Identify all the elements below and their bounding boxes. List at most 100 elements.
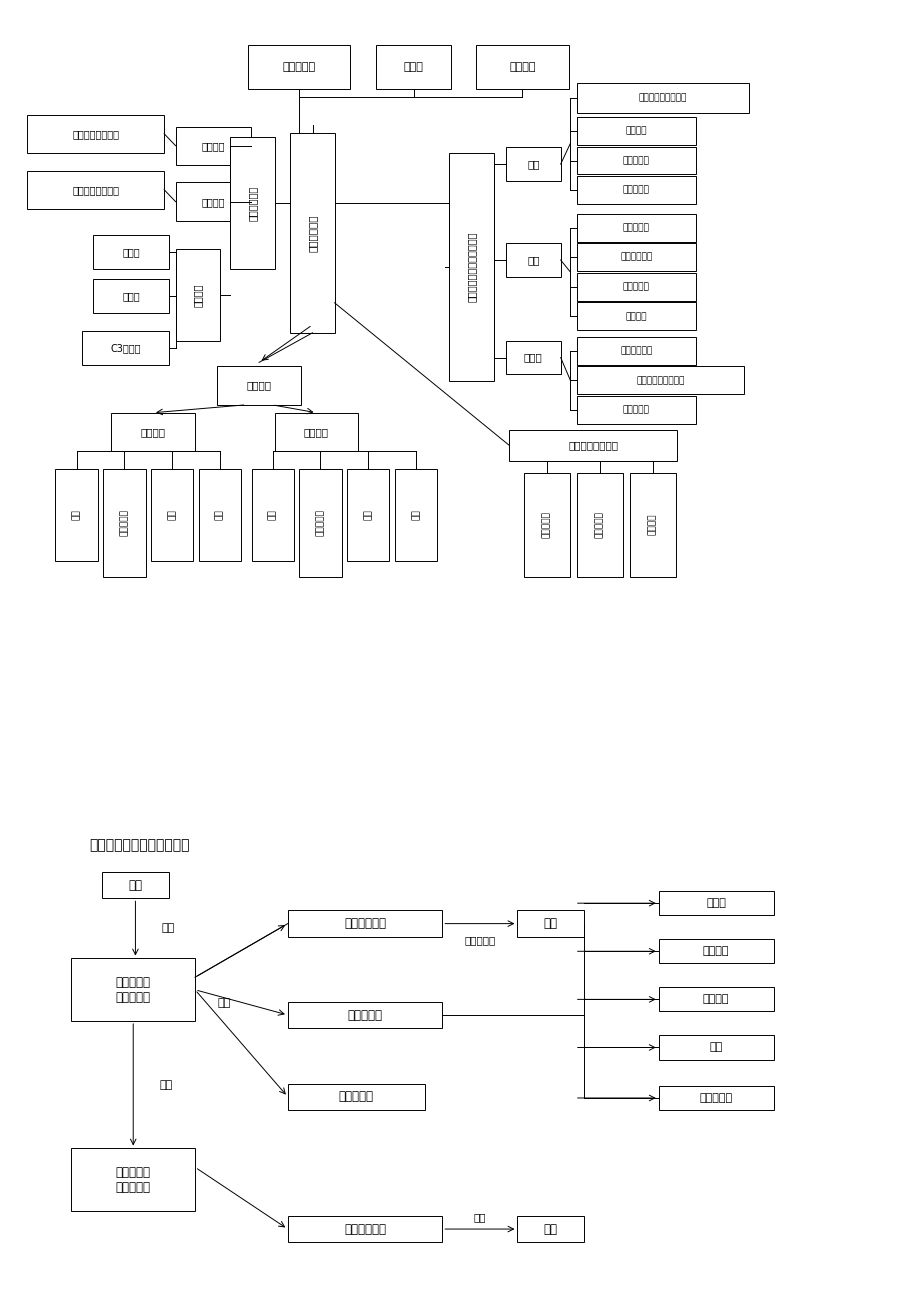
Bar [509,430,676,460]
Text: 场合: 场合 [411,510,420,520]
Text: 水分吸取、运送、: 水分吸取、运送、 [72,185,119,195]
Bar [102,872,168,898]
Bar [576,396,695,424]
Text: 有氧呼吸: 有氧呼吸 [141,426,165,437]
Text: 脂肪: 脂肪 [527,255,539,265]
Text: 糖类: 糖类 [527,159,539,169]
Text: 氧化分解: 氧化分解 [625,126,646,135]
Bar [376,46,450,88]
Text: 原料和产物: 原料和产物 [119,510,129,536]
Text: 参加机体构成: 参加机体构成 [619,252,652,261]
Bar [251,469,294,560]
Bar [576,273,695,300]
Bar [288,1002,442,1028]
Bar [658,939,773,963]
Text: 微生物营养: 微生物营养 [595,511,604,538]
Bar [230,136,274,269]
Text: 同化: 同化 [160,1080,173,1089]
Bar [505,341,560,374]
Text: 热能: 热能 [543,1222,557,1235]
Text: 燃烧: 燃烧 [473,1212,485,1222]
Bar [299,469,341,577]
Text: 呼吸热散生: 呼吸热散生 [338,1091,373,1104]
Text: 氧化分解: 氧化分解 [625,312,646,321]
Bar [82,332,168,365]
Bar [176,126,250,165]
Text: 活跃化学能: 活跃化学能 [347,1009,382,1022]
Text: 新陈代谢: 新陈代谢 [508,62,535,72]
Bar [28,170,164,209]
Bar [658,1086,773,1110]
Text: 过程: 过程 [268,510,277,520]
Bar [151,469,193,560]
Text: 生物由能: 生物由能 [702,946,729,957]
Bar [72,1148,195,1212]
Text: 光能: 光能 [129,879,142,892]
Bar [55,469,97,560]
Bar [199,469,241,560]
Text: 发酵工程: 发酵工程 [647,514,656,536]
Text: 化石然料中稳: 化石然料中稳 [344,1222,386,1235]
Bar [217,367,301,404]
Bar [516,1216,583,1243]
Bar [176,182,250,221]
Bar [448,153,493,381]
Text: 消费者体内
稳定化学能: 消费者体内 稳定化学能 [116,1166,151,1193]
Text: 矿质代谢: 矿质代谢 [201,140,224,151]
Bar [346,469,389,560]
Bar [576,473,622,577]
Bar [176,248,220,341]
Text: 转化为脂肪: 转化为脂肪 [622,224,649,233]
Bar [28,114,164,153]
Bar [288,910,442,937]
Text: 机械能: 机械能 [706,898,725,909]
Text: C3植物与: C3植物与 [110,343,141,354]
Text: 无氧呼吸: 无氧呼吸 [303,426,329,437]
Text: 转化为脂肪: 转化为脂肪 [622,186,649,195]
Text: 场合: 场合 [215,510,224,520]
Text: 转化为糖元: 转化为糖元 [622,282,649,291]
Bar [475,46,568,88]
Text: 光合伙用: 光合伙用 [192,283,202,307]
Bar [394,469,437,560]
Bar [72,958,195,1021]
Bar [94,235,168,269]
Text: 光能: 光能 [709,1043,722,1053]
Text: 条件: 条件 [363,510,372,520]
Text: 原料和产物: 原料和产物 [315,510,324,536]
Bar [111,413,195,451]
Text: 遗体及排出物: 遗体及排出物 [344,916,386,930]
Text: 光反映: 光反映 [122,247,140,257]
Bar [248,46,349,88]
Bar [576,176,695,204]
Text: 渗入热能: 渗入热能 [702,994,729,1005]
Bar [576,117,695,144]
Bar [576,337,695,365]
Text: 水分代谢: 水分代谢 [201,196,224,207]
Text: 转化为糖元: 转化为糖元 [622,156,649,165]
Text: 生产者体内
稳定化学能: 生产者体内 稳定化学能 [116,976,151,1004]
Text: 蛋白质: 蛋白质 [523,352,542,363]
Bar [658,892,773,915]
Text: 氨基转换成新氨基酸: 氨基转换成新氨基酸 [636,376,684,385]
Bar [505,147,560,181]
Text: 呼吸: 呼吸 [217,998,230,1008]
Bar [576,367,743,394]
Text: 过程: 过程 [72,510,81,520]
Text: 分解者呼吸: 分解者呼吸 [464,936,495,945]
Text: 新陈代谢概: 新陈代谢概 [282,62,315,72]
Text: 植物新陈代谢: 植物新陈代谢 [247,186,257,221]
Text: 微生物类群: 微生物类群 [541,511,550,538]
Text: 稳定化学能: 稳定化学能 [698,1093,732,1102]
Bar [274,413,358,451]
Text: 水、无机盐、维生素: 水、无机盐、维生素 [638,94,686,103]
Bar [523,473,569,577]
Bar [576,243,695,272]
Bar [576,303,695,330]
Text: 热能: 热能 [543,916,557,930]
Bar [516,910,583,937]
Bar [576,147,695,174]
Bar [290,133,335,333]
Bar [576,83,748,113]
Bar [505,243,560,277]
